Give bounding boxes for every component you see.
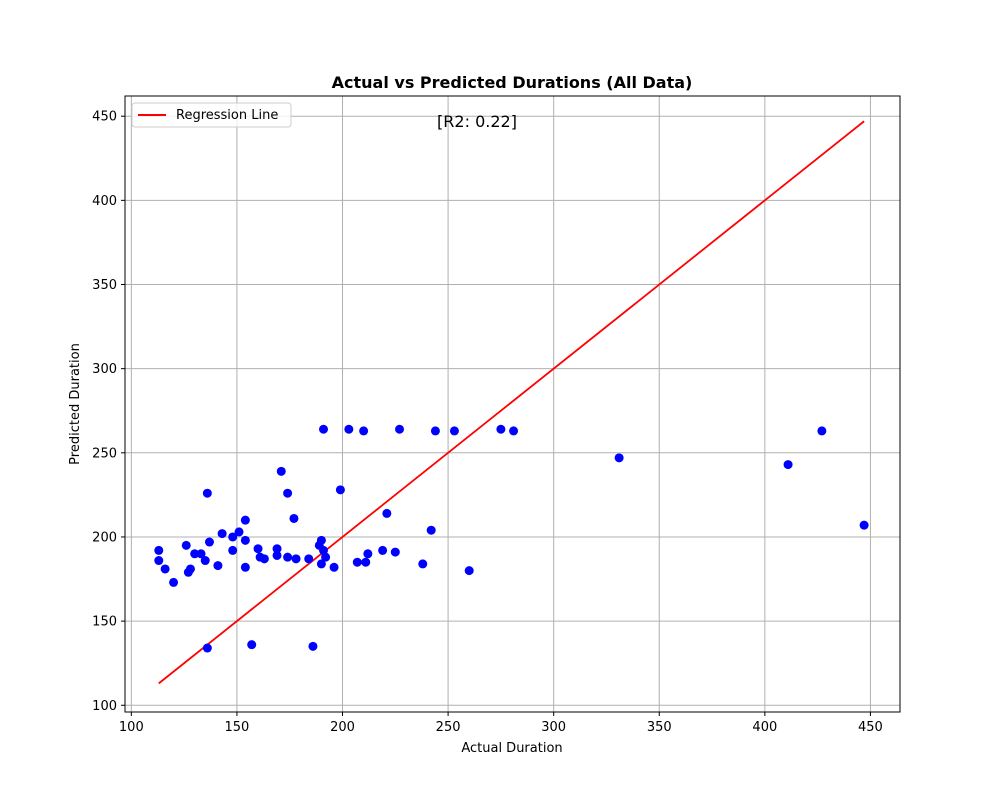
data-point (272, 544, 282, 554)
data-point (217, 529, 227, 539)
x-tick-label: 150 (225, 720, 250, 735)
data-point (321, 552, 331, 562)
data-point (190, 549, 200, 559)
data-point (859, 520, 869, 530)
y-tick-label: 150 (92, 615, 117, 630)
data-point (308, 641, 318, 651)
data-point (817, 426, 827, 436)
data-point (204, 537, 214, 547)
data-point (344, 424, 354, 434)
data-point (253, 544, 263, 554)
data-point (614, 453, 624, 463)
y-axis-ticks: 100 150 200 250 300 350 400 450 (92, 110, 125, 714)
data-point (496, 424, 506, 434)
x-tick-label: 400 (752, 720, 777, 735)
legend: Regression Line (131, 102, 292, 128)
data-point (378, 545, 388, 555)
data-point (395, 424, 405, 434)
data-point (430, 426, 440, 436)
legend-label: Regression Line (176, 108, 278, 123)
data-point (247, 640, 257, 650)
data-point (418, 559, 428, 569)
x-tick-label: 450 (858, 720, 883, 735)
data-point (276, 466, 286, 476)
data-point (240, 562, 250, 572)
x-tick-label: 300 (541, 720, 566, 735)
r2-annotation: [R2: 0.22] (437, 112, 517, 131)
x-axis-title: Actual Duration (461, 741, 562, 756)
data-point (185, 564, 195, 574)
data-point (464, 566, 474, 576)
y-tick-label: 350 (92, 278, 117, 293)
x-tick-label: 200 (330, 720, 355, 735)
y-tick-label: 300 (92, 362, 117, 377)
data-point (202, 488, 212, 498)
data-point (426, 525, 436, 535)
y-axis-title: Predicted Duration (68, 343, 83, 465)
data-point (228, 545, 238, 555)
data-point (272, 550, 282, 560)
data-point (234, 527, 244, 537)
data-point (289, 513, 299, 523)
grid (125, 96, 900, 712)
data-point (319, 424, 329, 434)
data-point (283, 488, 293, 498)
data-point (259, 554, 269, 564)
data-point (154, 545, 164, 555)
data-point (783, 460, 793, 470)
data-point (509, 426, 519, 436)
data-point (304, 554, 314, 564)
regression-line (158, 120, 865, 685)
data-point (382, 508, 392, 518)
data-point (283, 552, 293, 562)
y-tick-label: 450 (92, 110, 117, 125)
data-point (390, 547, 400, 557)
data-points (154, 424, 869, 653)
data-point (316, 559, 326, 569)
y-tick-label: 100 (92, 699, 117, 714)
y-tick-label: 400 (92, 194, 117, 209)
data-point (196, 549, 206, 559)
data-point (200, 556, 210, 566)
data-point (169, 577, 179, 587)
data-point (240, 535, 250, 545)
data-point (202, 643, 212, 653)
data-point (359, 426, 369, 436)
x-tick-label: 350 (647, 720, 672, 735)
plot-frame (124, 95, 901, 713)
data-point (160, 564, 170, 574)
data-point (213, 561, 223, 571)
data-point (329, 562, 339, 572)
legend-box (131, 102, 292, 128)
data-point (240, 515, 250, 525)
data-point (154, 556, 164, 566)
data-point (291, 554, 301, 564)
data-point (335, 485, 345, 495)
y-tick-label: 250 (92, 446, 117, 461)
chart-title: Actual vs Predicted Durations (All Data) (332, 73, 693, 92)
data-point (352, 557, 362, 567)
data-point (449, 426, 459, 436)
data-point (363, 549, 373, 559)
data-point (228, 532, 238, 542)
data-point (361, 557, 371, 567)
y-tick-label: 200 (92, 530, 117, 545)
x-axis-ticks: 100 150 200 250 300 350 400 450 (119, 712, 883, 735)
data-point (181, 540, 191, 550)
regression-line-layer (158, 120, 865, 685)
x-tick-label: 100 (119, 720, 144, 735)
x-tick-label: 250 (436, 720, 461, 735)
data-point (316, 535, 326, 545)
